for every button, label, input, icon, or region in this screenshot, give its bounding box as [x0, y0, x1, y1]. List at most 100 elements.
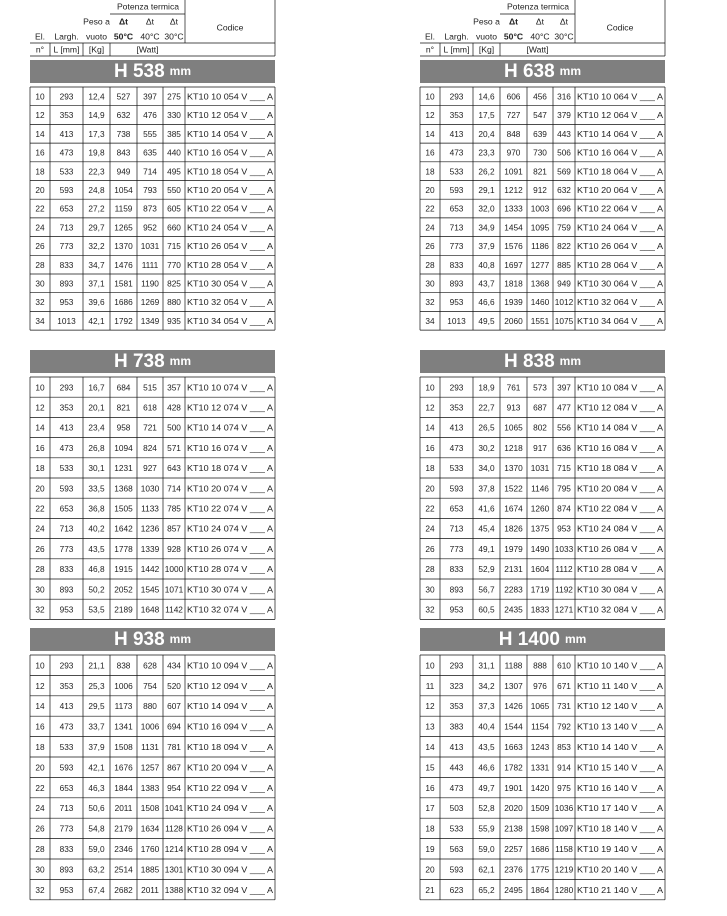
column-header: Δt — [170, 16, 179, 26]
section-band — [30, 60, 275, 83]
cell: 16,7 — [88, 382, 105, 392]
section-unit: mm — [170, 354, 191, 368]
cell: 822 — [557, 241, 571, 251]
cell: 713 — [60, 803, 74, 813]
cell: 785 — [167, 503, 181, 513]
cell: 833 — [60, 260, 74, 270]
cell: 37,1 — [88, 279, 105, 289]
cell: 893 — [450, 584, 464, 594]
cell: 1280 — [555, 885, 574, 895]
cell: 2011 — [115, 803, 133, 813]
cell: 873 — [143, 204, 157, 214]
cell: 1388 — [165, 885, 184, 895]
cell: 397 — [557, 382, 571, 392]
cell: 14 — [35, 701, 45, 711]
cell: 15 — [425, 762, 435, 772]
code-cell: KT10 18 094 V ___ A — [187, 742, 273, 752]
unit-label: n° — [426, 44, 434, 54]
cell: 1218 — [504, 443, 523, 453]
cell: 653 — [450, 204, 464, 214]
cell: 773 — [60, 544, 74, 554]
cell: 838 — [117, 660, 131, 670]
cell: 1420 — [531, 783, 550, 793]
cell: 1128 — [165, 824, 183, 834]
cell: 1188 — [505, 660, 523, 670]
cell: 33,7 — [88, 722, 105, 732]
cell: 26 — [35, 241, 45, 251]
code-cell: KT10 30 074 V ___ A — [187, 584, 273, 594]
code-cell: KT10 24 064 V ___ A — [577, 222, 663, 232]
cell: 1006 — [114, 681, 133, 691]
cell: 533 — [60, 166, 74, 176]
cell: 1214 — [165, 844, 184, 854]
cell: 24 — [35, 803, 45, 813]
cell: 593 — [450, 864, 464, 874]
cell: 761 — [507, 382, 521, 392]
code-cell: KT10 18 074 V ___ A — [187, 463, 273, 473]
cell: 1190 — [141, 279, 159, 289]
cell: 636 — [557, 443, 571, 453]
code-cell: KT10 32 064 V ___ A — [577, 297, 663, 307]
cell: 1454 — [504, 222, 523, 232]
cell: 2435 — [504, 604, 523, 614]
cell: 37,9 — [88, 742, 105, 752]
code-cell: KT10 24 074 V ___ A — [187, 524, 273, 534]
cell: 825 — [167, 279, 181, 289]
cell: 1508 — [114, 742, 133, 752]
code-cell: KT10 19 140 V ___ A — [577, 844, 663, 854]
code-cell: KT10 32 054 V ___ A — [187, 297, 273, 307]
cell: 14 — [425, 742, 435, 752]
cell: 953 — [450, 297, 464, 307]
cell: 632 — [117, 110, 131, 120]
cell: 293 — [450, 92, 464, 102]
cell: 515 — [143, 382, 157, 392]
cell: 1065 — [504, 423, 523, 433]
cell: 20 — [35, 762, 45, 772]
code-cell: KT10 16 140 V ___ A — [577, 783, 663, 793]
code-cell: KT10 20 140 V ___ A — [577, 864, 663, 874]
cell: 1476 — [114, 260, 133, 270]
cell: 46,6 — [478, 762, 495, 772]
cell: 26 — [425, 241, 435, 251]
cell: 953 — [60, 604, 74, 614]
cell: 867 — [167, 762, 181, 772]
cell: 653 — [60, 503, 74, 513]
cell: 46,8 — [88, 564, 105, 574]
cell: 953 — [60, 297, 74, 307]
cell: 1091 — [504, 166, 523, 176]
cell: 713 — [60, 524, 74, 534]
column-header: Peso a — [83, 16, 110, 26]
cell: 2257 — [504, 844, 523, 854]
cell: 1333 — [504, 204, 523, 214]
code-cell: KT10 20 074 V ___ A — [187, 483, 273, 493]
unit-label: n° — [36, 44, 44, 54]
cell: 50,6 — [88, 803, 105, 813]
cell: 37,9 — [478, 241, 495, 251]
cell: 353 — [60, 110, 74, 120]
cell: 684 — [117, 382, 131, 392]
cell: 32 — [35, 297, 45, 307]
cell: 2011 — [141, 885, 159, 895]
cell: 443 — [557, 129, 571, 139]
cell: 40,2 — [88, 524, 105, 534]
cell: 34 — [425, 316, 435, 326]
code-cell: KT10 32 084 V ___ A — [577, 604, 663, 614]
cell: 2682 — [114, 885, 133, 895]
cell: 2283 — [504, 584, 523, 594]
cell: 1426 — [504, 701, 523, 711]
cell: 1522 — [504, 483, 523, 493]
cell: 927 — [143, 463, 157, 473]
code-cell: KT10 14 140 V ___ A — [577, 742, 663, 752]
cell: 39,6 — [88, 297, 105, 307]
cell: 24,8 — [88, 185, 105, 195]
cell: 928 — [167, 544, 181, 554]
code-cell: KT10 26 064 V ___ A — [577, 241, 663, 251]
code-cell: KT10 26 074 V ___ A — [187, 544, 273, 554]
section-unit: mm — [565, 632, 586, 646]
cell: 46,6 — [478, 297, 495, 307]
cell: 1368 — [531, 279, 550, 289]
cell: 593 — [450, 483, 464, 493]
cell: 26 — [35, 544, 45, 554]
cell: 12 — [425, 402, 435, 412]
